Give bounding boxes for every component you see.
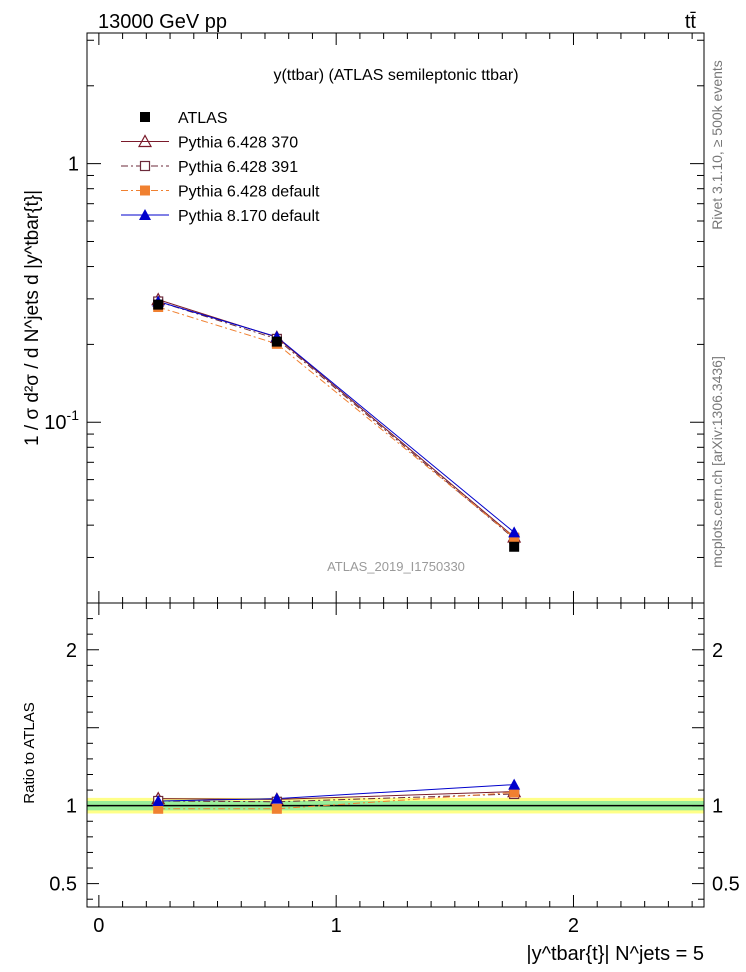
y-axis-label: 1 / σ d²σ / d N^jets d |y^tbar{t}| [22, 190, 43, 446]
ratio-y-tick-label-right: 1 [712, 796, 723, 818]
series-markers-layer [151, 292, 522, 814]
legend-marker [137, 134, 153, 148]
data-point [509, 532, 520, 543]
ratio-y-tick-label: 0.5 [49, 874, 77, 896]
analysis-watermark: ATLAS_2019_I1750330 [327, 559, 465, 574]
legend-label: Pythia 6.428 default [178, 184, 320, 201]
legend-label: Pythia 6.428 391 [178, 159, 298, 176]
x-axis-label: |y^tbar{t}| N^jets = 5 [526, 943, 704, 965]
series-line [158, 306, 515, 538]
legend: ATLAS Pythia 6.428 370 Pythia 6.428 391 Pyt… [121, 110, 320, 225]
y-tick-exponent: -1 [67, 407, 80, 423]
ratio-y-tick-label-right: 0.5 [712, 874, 740, 896]
ratio-plot-frame [86, 602, 705, 908]
x-tick-label: 0 [93, 915, 104, 937]
x-tick-label: 1 [331, 915, 342, 937]
frames-layer [86, 32, 705, 908]
ratio-band-layer [87, 797, 704, 814]
legend-marker [140, 112, 150, 122]
legend-marker [139, 160, 151, 172]
ratio-point [152, 794, 165, 806]
y-tick-label: 10-1 [44, 407, 79, 434]
rivet-version-label: Rivet 3.1.10, ≥ 500k events [709, 60, 725, 230]
data-point [153, 299, 164, 310]
ticks-layer: 0 1 2 1 10-1 0.5 0.5 1 1 2 2 [44, 33, 740, 937]
data-point [509, 541, 520, 552]
energy-label: 13000 GeV pp [98, 11, 227, 33]
process-label: tt̄ [685, 11, 697, 33]
ratio-point [508, 778, 521, 790]
ratio-y-tick-label: 2 [66, 640, 77, 662]
series-line [158, 299, 515, 538]
ratio-y-tick-label-right: 2 [712, 640, 723, 662]
series-lines-layer [158, 299, 515, 810]
legend-marker [139, 209, 151, 220]
legend-label: Pythia 8.170 default [178, 208, 320, 225]
mcplots-label: mcplots.cern.ch [arXiv:1306.3436] [709, 356, 725, 568]
ratio-point [509, 787, 520, 798]
data-point [271, 336, 282, 347]
ratio-y-tick-label: 1 [66, 796, 77, 818]
ratio-point [271, 803, 282, 814]
ratio-point [270, 792, 283, 804]
legend-marker [140, 185, 150, 196]
data-point [508, 526, 521, 538]
ratio-point [153, 803, 164, 814]
legend-label: Pythia 6.428 370 [178, 135, 298, 152]
y-tick-label: 1 [68, 154, 79, 176]
chart-title: y(ttbar) (ATLAS semileptonic ttbar) [273, 67, 518, 84]
legend-label: ATLAS [178, 110, 228, 127]
ratio-y-axis-label: Ratio to ATLAS [21, 702, 38, 803]
ratio-series-line [158, 793, 515, 803]
x-tick-label: 2 [568, 915, 579, 937]
series-line [158, 301, 515, 533]
series-line [158, 301, 515, 539]
